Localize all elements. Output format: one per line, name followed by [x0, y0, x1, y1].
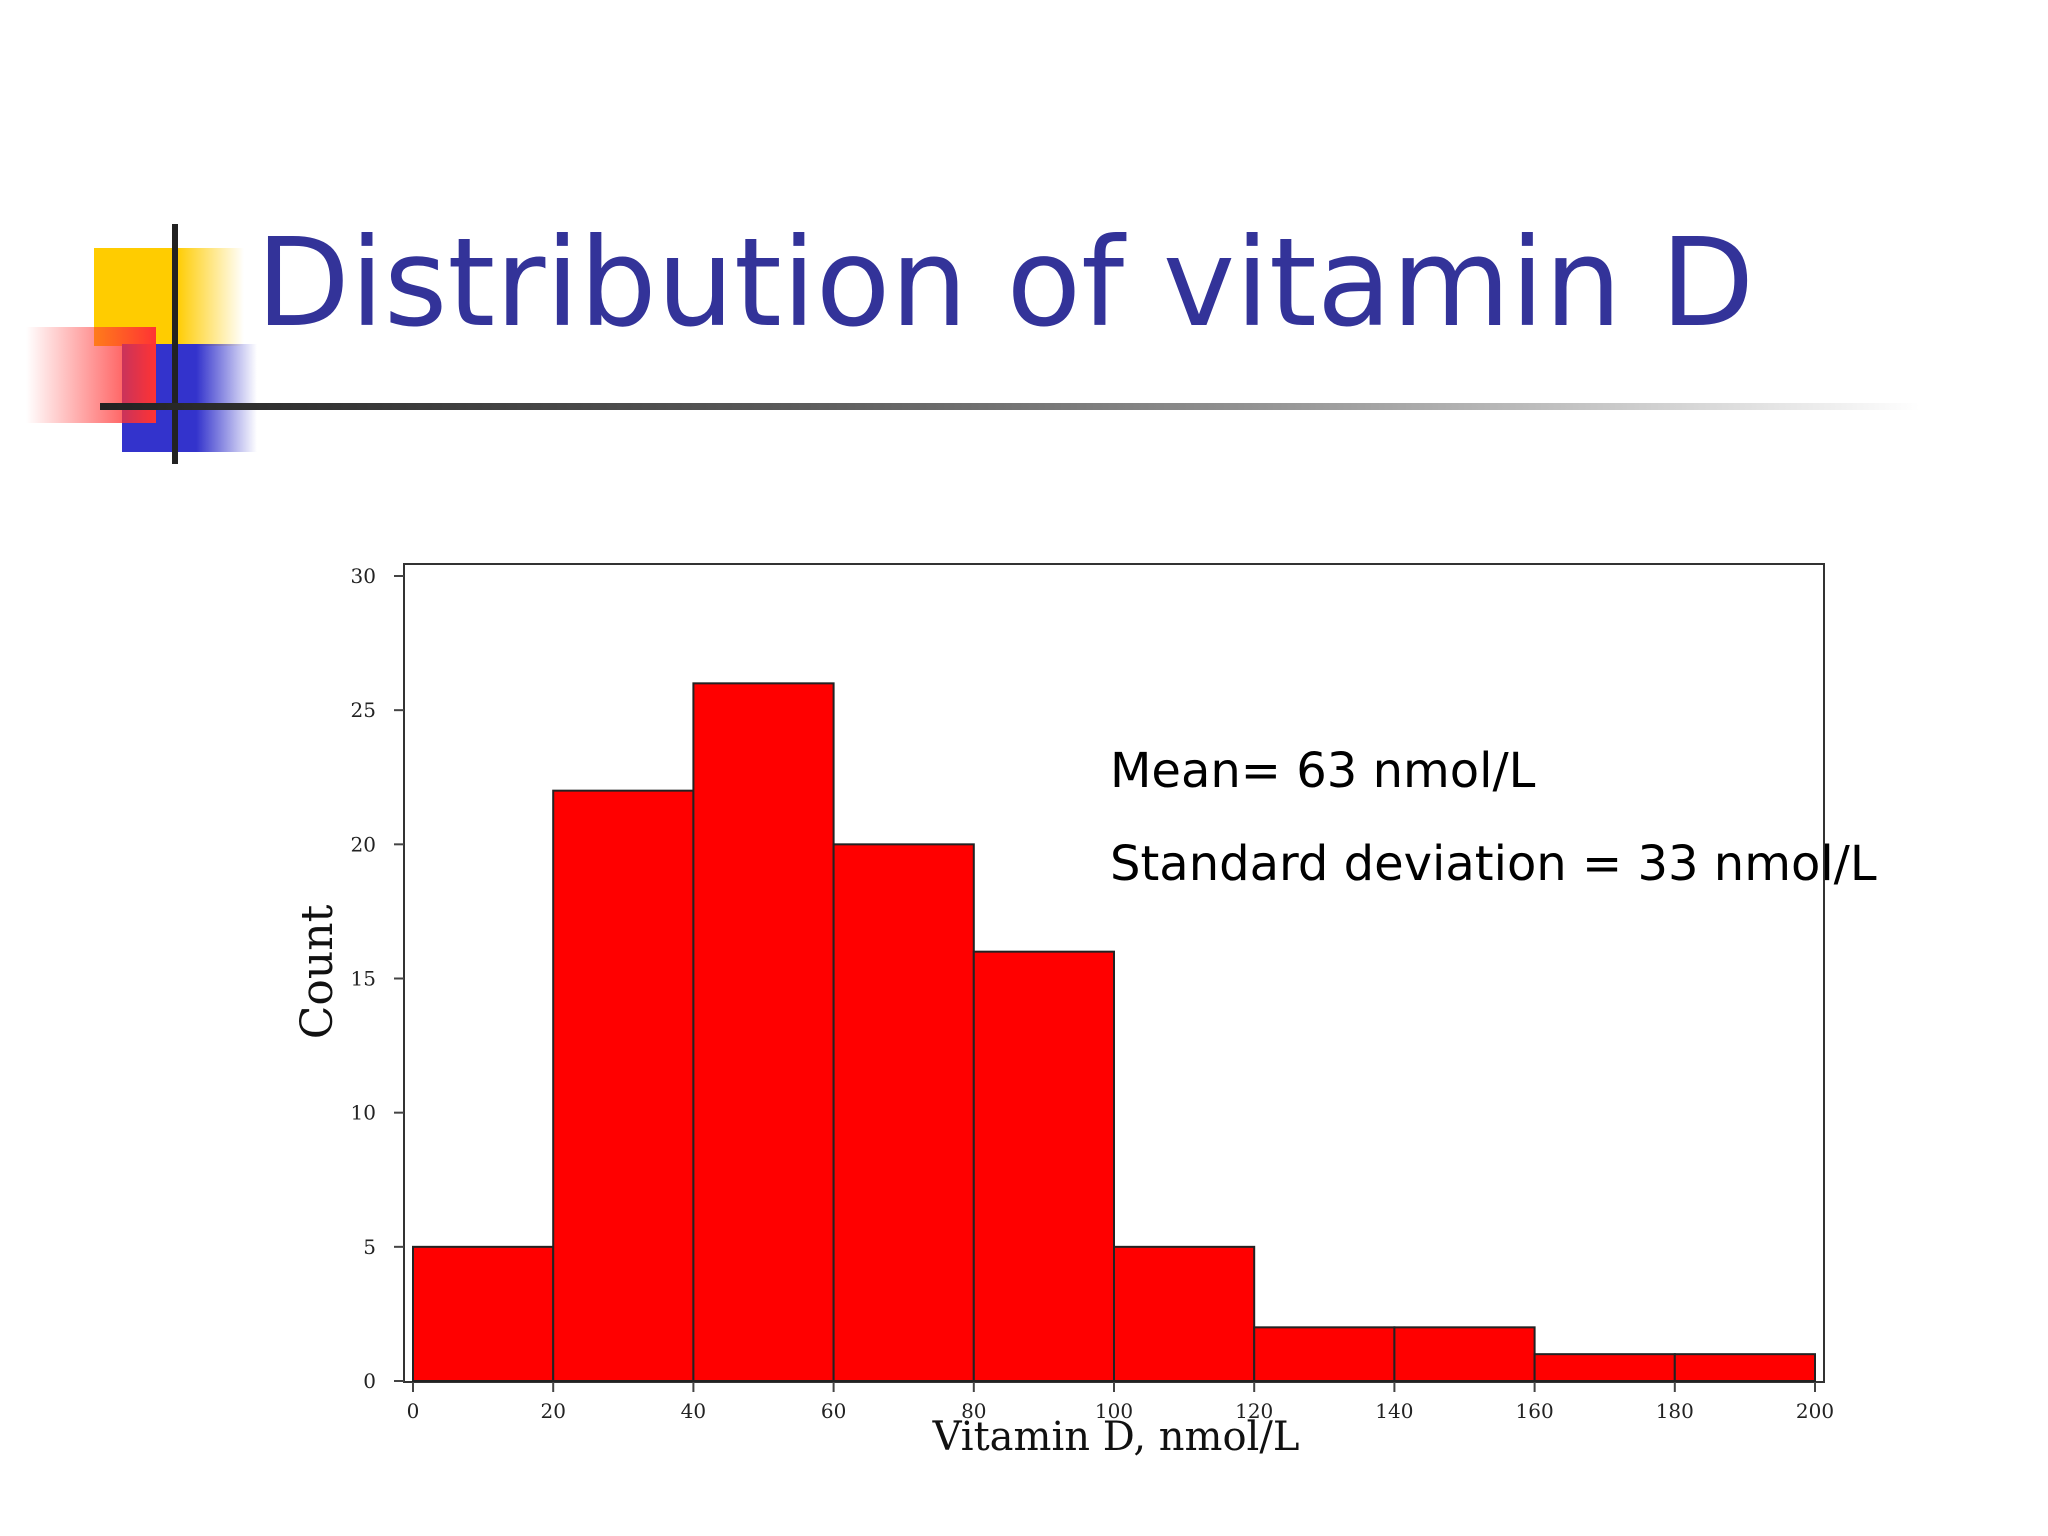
- histogram-bar-180-200: [1673, 1353, 1817, 1382]
- histogram-bar-80-100: [972, 950, 1115, 1383]
- histogram-bar-20-40: [552, 789, 695, 1382]
- histogram-bar-60-80: [832, 843, 975, 1382]
- y-tick-label-10: 10: [351, 1101, 376, 1125]
- x-tick-label-100: 100: [1095, 1399, 1133, 1423]
- deco-horizontal-line: [100, 403, 1920, 410]
- histogram-bar-100-120: [1113, 1245, 1256, 1383]
- y-tick-label-30: 30: [351, 564, 376, 588]
- deco-vertical-line: [172, 224, 178, 464]
- annotation-std-dev: Standard deviation = 33 nmol/L: [1110, 836, 1877, 892]
- y-tick-label-25: 25: [351, 698, 376, 722]
- y-tick-label-20: 20: [351, 832, 376, 856]
- x-tick-label-80: 80: [961, 1399, 986, 1423]
- histogram-bar-40-60: [692, 682, 835, 1382]
- x-tick-label-140: 140: [1375, 1399, 1413, 1423]
- x-tick-label-0: 0: [407, 1399, 420, 1423]
- x-tick-label-120: 120: [1235, 1399, 1273, 1423]
- y-tick-label-0: 0: [363, 1369, 376, 1393]
- x-tick-label-200: 200: [1796, 1399, 1834, 1423]
- bars-layer: [412, 682, 1817, 1383]
- x-axis-title: Vitamin D, nmol/L: [932, 1414, 1300, 1460]
- annotation-mean: Mean= 63 nmol/L: [1110, 743, 1536, 799]
- histogram-bar-0-20: [412, 1245, 555, 1383]
- x-tick-label-180: 180: [1656, 1399, 1694, 1423]
- histogram-bar-120-140: [1253, 1326, 1396, 1383]
- histogram-bar-160-180: [1533, 1353, 1676, 1382]
- axes-layer: 0 20 40 60 80 100 120 140 160 180 200 0 5 10 15 20 25 30: [351, 564, 1835, 1423]
- y-axis-title: Count: [292, 904, 343, 1039]
- slide-decoration: [26, 224, 1920, 464]
- x-tick-label-40: 40: [681, 1399, 706, 1423]
- x-tick-label-60: 60: [821, 1399, 846, 1423]
- x-tick-label-20: 20: [540, 1399, 565, 1423]
- x-tick-label-160: 160: [1516, 1399, 1554, 1423]
- y-tick-label-15: 15: [351, 967, 376, 991]
- histogram-bar-140-160: [1393, 1326, 1536, 1383]
- y-tick-label-5: 5: [363, 1235, 376, 1259]
- slide-title: Distribution of vitamin D: [256, 212, 1755, 354]
